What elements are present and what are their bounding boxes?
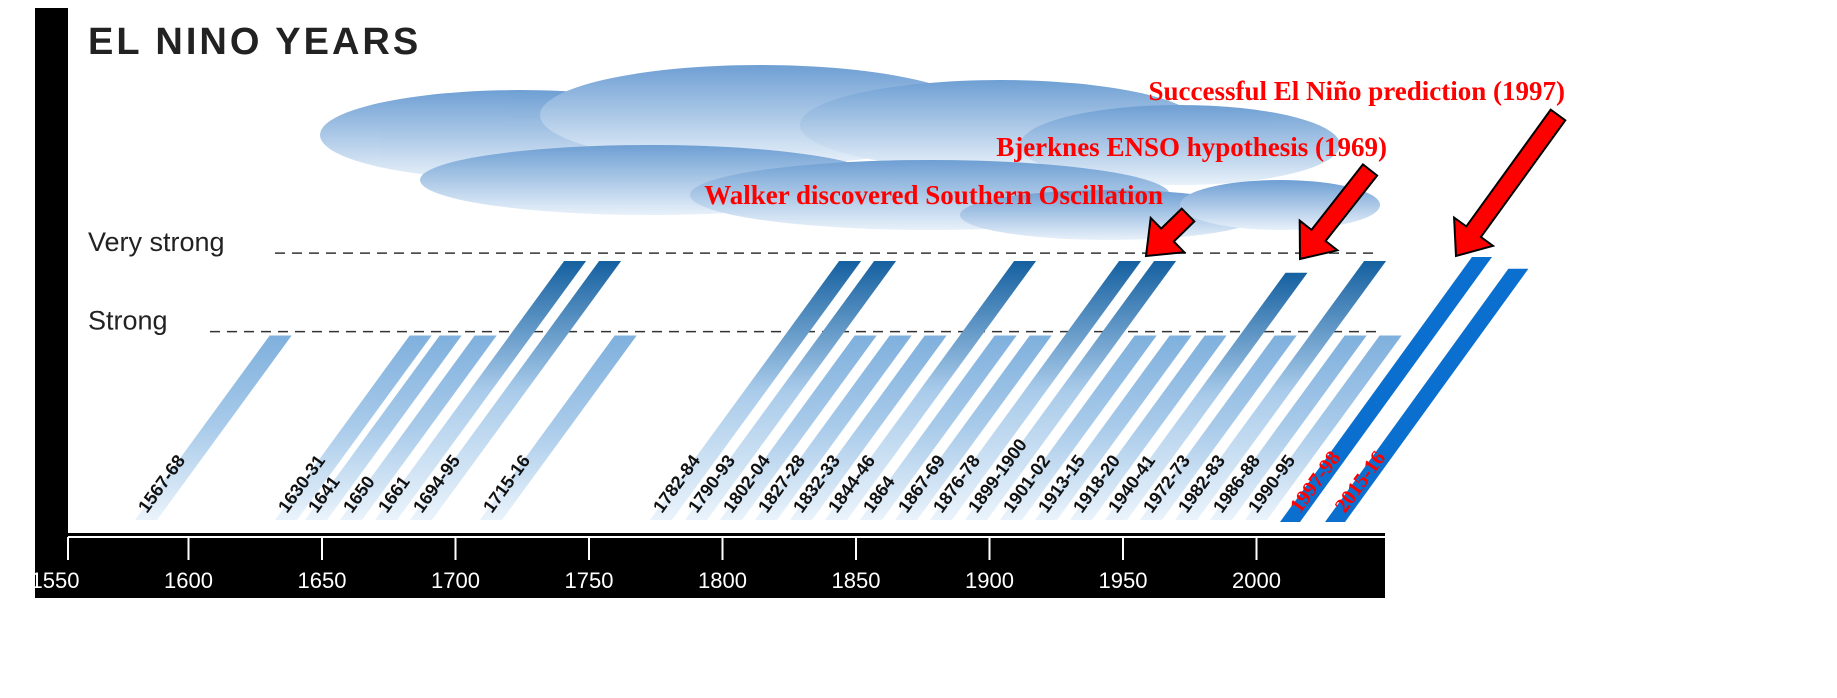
bar xyxy=(720,335,877,520)
bar xyxy=(1070,335,1227,520)
annotation: Walker discovered Southern Oscillation xyxy=(704,180,1163,210)
bar xyxy=(275,335,432,520)
bar xyxy=(1000,335,1157,520)
x-tick-label: 1550 xyxy=(31,568,80,593)
left-band xyxy=(35,8,68,598)
bar xyxy=(1140,335,1297,520)
x-tick-label: 1700 xyxy=(431,568,480,593)
annotation: Successful El Niño prediction (1997) xyxy=(1148,76,1565,106)
bar xyxy=(965,260,1177,520)
chart-title: EL NINO YEARS xyxy=(88,21,421,63)
x-tick-label: 1850 xyxy=(832,568,881,593)
x-tick-label: 1950 xyxy=(1099,568,1148,593)
bar xyxy=(1245,335,1402,520)
bar xyxy=(1280,257,1492,522)
bar xyxy=(1105,272,1308,520)
bar xyxy=(1210,335,1367,520)
bar xyxy=(930,260,1142,520)
bar xyxy=(135,335,292,520)
x-tick-label: 1600 xyxy=(164,568,213,593)
cloud xyxy=(320,65,1380,240)
bar xyxy=(685,260,897,520)
y-tick-label: Very strong xyxy=(88,227,225,257)
bar xyxy=(650,260,862,520)
arrow xyxy=(1298,162,1379,261)
bar xyxy=(305,335,462,520)
bar xyxy=(480,335,637,520)
bar xyxy=(340,335,497,520)
y-tick-label: Strong xyxy=(88,306,168,336)
x-tick-label: 1800 xyxy=(698,568,747,593)
annotation: Bjerknes ENSO hypothesis (1969) xyxy=(996,132,1387,162)
bar xyxy=(825,260,1037,520)
bar xyxy=(1325,268,1529,522)
bar xyxy=(895,335,1052,520)
bar xyxy=(755,335,912,520)
x-tick-label: 1750 xyxy=(565,568,614,593)
bar xyxy=(1035,335,1192,520)
bar xyxy=(860,335,1017,520)
bar xyxy=(790,335,947,520)
arrow xyxy=(1144,207,1196,258)
x-tick-label: 2000 xyxy=(1232,568,1281,593)
x-tick-label: 1650 xyxy=(298,568,347,593)
axis-band xyxy=(35,533,1385,598)
x-tick-label: 1900 xyxy=(965,568,1014,593)
bar xyxy=(375,260,587,520)
bar xyxy=(410,260,622,520)
arrow xyxy=(1452,108,1567,258)
bar xyxy=(1175,260,1387,520)
